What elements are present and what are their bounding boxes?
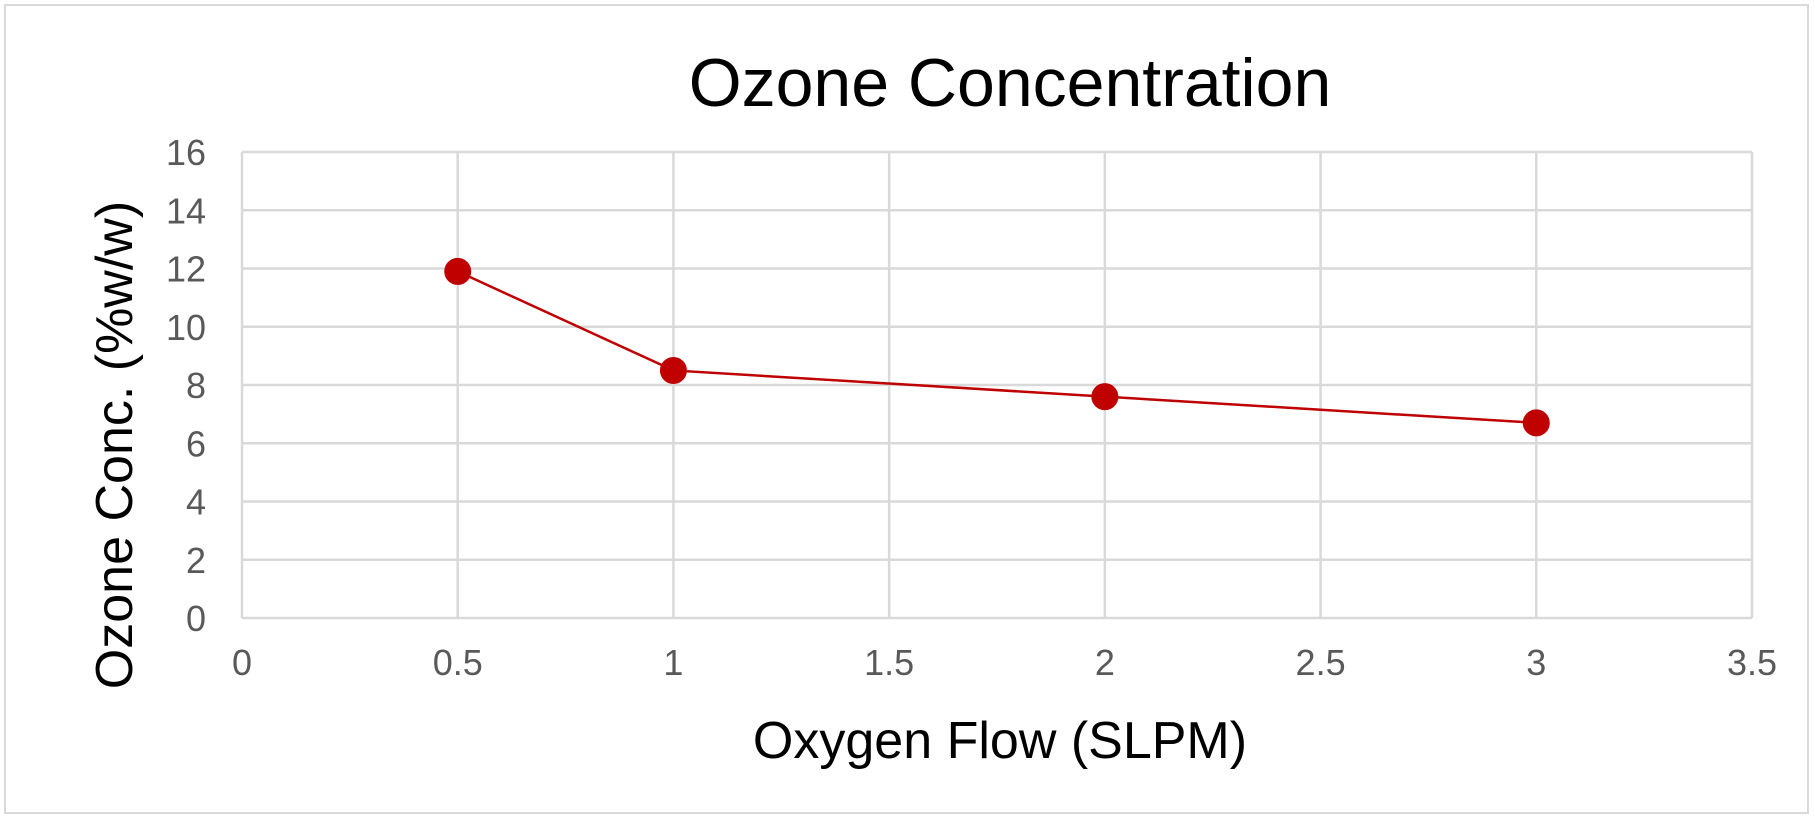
y-tick-label: 2 [186,540,206,581]
series [444,257,1550,437]
chart-frame [4,4,1809,814]
x-tick-label: 2 [1095,642,1115,683]
x-tick-label: 3 [1526,642,1546,683]
x-tick-label: 0.5 [433,642,483,683]
x-axis-ticks: 0 0.5 1 1.5 2 2.5 3 3.5 [232,642,1777,683]
x-tick-label: 1 [663,642,683,683]
y-tick-label: 16 [166,132,206,173]
y-tick-label: 14 [166,190,206,231]
data-point [659,356,687,384]
series-line [457,270,1537,425]
x-tick-label: 0 [232,642,252,683]
y-tick-label: 12 [166,249,206,290]
data-point [1522,409,1550,437]
x-axis-title: Oxygen Flow (SLPM) [753,712,1247,770]
x-tick-label: 1.5 [864,642,914,683]
y-tick-label: 10 [166,307,206,348]
y-axis-ticks: 0 2 4 6 8 10 12 14 16 [166,132,206,639]
y-axis-title: Ozone Conc. (%w/w) [86,201,144,689]
y-tick-label: 4 [186,482,206,523]
x-tick-label: 3.5 [1727,642,1777,683]
data-point [1091,383,1119,411]
x-tick-label: 2.5 [1296,642,1346,683]
grid [240,150,1754,620]
data-point [444,257,472,285]
chart-title: Ozone Concentration [689,45,1332,121]
y-tick-label: 0 [186,598,206,639]
y-tick-label: 6 [186,423,206,464]
y-tick-label: 8 [186,365,206,406]
